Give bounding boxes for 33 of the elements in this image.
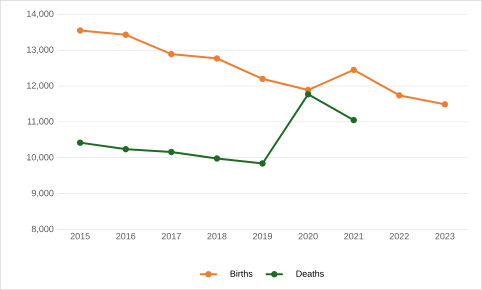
point (76, 27, 84, 34)
point (214, 55, 220, 62)
point (259, 76, 266, 82)
y-tick-label: 11,000 (28, 118, 54, 126)
point (214, 155, 220, 162)
x-tick-label: 2020 (298, 233, 318, 240)
point (168, 51, 175, 58)
point (122, 32, 129, 38)
legend-label: Deaths (296, 270, 324, 277)
point (396, 92, 402, 99)
point (350, 116, 357, 124)
x-tick-label: 2017 (162, 233, 181, 240)
point (76, 140, 84, 146)
x-tick-label: 2016 (116, 233, 136, 240)
x-tick-label: 2018 (207, 233, 227, 240)
point (350, 66, 357, 74)
y-tick-label: 10,000 (27, 154, 54, 162)
point (442, 101, 448, 108)
x-tick-label: 2015 (70, 233, 90, 240)
y-tick-label: 9,000 (32, 190, 54, 198)
y-tick-label: 12,000 (27, 82, 54, 90)
legend-label: Births (230, 270, 252, 277)
x-tick-label: 2021 (344, 233, 364, 240)
point (122, 146, 129, 152)
y-tick-label: 8,000 (32, 226, 54, 234)
point (304, 91, 312, 98)
x-tick-label: 2023 (435, 233, 454, 240)
point (259, 160, 266, 167)
y-tick-label: 13,000 (27, 46, 54, 54)
point (168, 148, 175, 156)
x-tick-label: 2022 (390, 233, 409, 240)
x-tick-label: 2019 (252, 233, 272, 240)
y-tick-label: 14,000 (27, 10, 54, 18)
